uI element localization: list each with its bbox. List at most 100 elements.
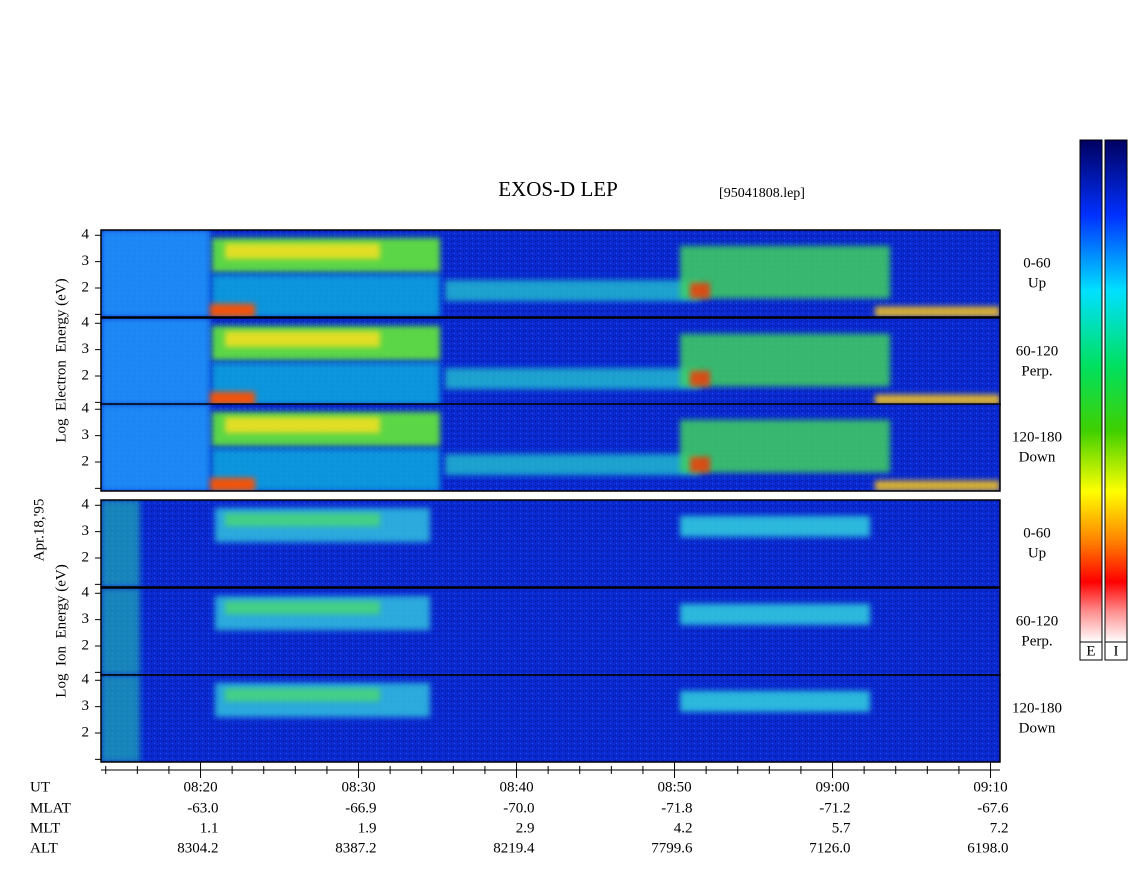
spectral-feature: [210, 477, 255, 491]
features: [101, 588, 870, 675]
x-tick-label: 09:10: [973, 779, 1007, 795]
x-tick-label: 08:30: [341, 779, 375, 795]
file-name: [95041808.lep]: [719, 186, 805, 201]
orbit-label: MLT: [30, 820, 60, 836]
spectral-feature: [445, 280, 700, 302]
y-tick-label: 3: [82, 427, 90, 443]
features: [101, 675, 870, 762]
colorbar-label: I: [1114, 643, 1119, 659]
y-tick-label: 2: [82, 637, 90, 653]
x-tick-label: 08:20: [183, 779, 217, 795]
orbit-value: 2.9: [516, 820, 535, 836]
spectral-feature: [101, 230, 210, 317]
y-tick-label: 3: [82, 523, 90, 539]
spectral-feature: [225, 513, 380, 527]
y-tick-label: 3: [82, 253, 90, 269]
x-tick-label: 08:40: [499, 779, 533, 795]
panel: 2 3 4: [82, 315, 1001, 406]
pitch-direction: Down: [1019, 720, 1056, 736]
y-tick-label: 4: [82, 227, 90, 243]
orbit-value: 8387.2: [335, 840, 376, 856]
pitch-direction: Down: [1019, 449, 1056, 465]
pitch-direction: Up: [1028, 545, 1046, 561]
pitch-range: 60-120: [1016, 343, 1059, 359]
y-tick-label: 3: [82, 341, 90, 357]
spectral-feature: [225, 688, 380, 702]
spectral-feature: [690, 456, 710, 473]
spectral-feature: [225, 601, 380, 615]
chart-title: EXOS-D LEP: [498, 177, 618, 201]
y-tick-label: 4: [82, 315, 90, 331]
spectral-feature: [680, 245, 890, 299]
panel-frame: [100, 499, 1001, 588]
orbit-value: -67.6: [977, 800, 1009, 816]
orbit-value: -66.9: [345, 800, 376, 816]
features: [101, 404, 1000, 491]
spectral-feature: [680, 333, 890, 387]
spectral-feature: [225, 417, 380, 433]
spectral-feature: [210, 303, 255, 317]
spectral-feature: [875, 394, 1000, 405]
spectral-feature: [101, 318, 210, 405]
features: [101, 318, 1000, 405]
orbit-value: -70.0: [503, 800, 534, 816]
date-label: Apr.18,'95: [31, 499, 47, 562]
y-axis-label: Log Electron Energy (eV): [53, 278, 69, 442]
orbit-value: -71.2: [819, 800, 850, 816]
y-tick-label: 4: [82, 401, 90, 417]
pitch-range: 60-120: [1016, 613, 1059, 629]
spectral-feature: [445, 454, 700, 476]
orbit-value: 4.2: [674, 820, 693, 836]
pitch-range: 120-180: [1012, 429, 1062, 445]
spectral-feature: [680, 515, 870, 537]
pitch-direction: Perp.: [1021, 363, 1052, 379]
orbit-label: UT: [30, 779, 50, 795]
y-tick-label: 2: [82, 367, 90, 383]
y-tick-label: 2: [82, 724, 90, 740]
spectral-feature: [101, 500, 140, 587]
x-tick-label: 08:50: [657, 779, 691, 795]
spectral-feature: [680, 690, 870, 712]
spectral-feature: [690, 370, 710, 387]
panel: 2 3 4: [82, 497, 1001, 588]
orbit-value: 1.9: [358, 820, 377, 836]
panel-frame: [100, 674, 1001, 763]
pitch-range: 120-180: [1012, 700, 1062, 716]
pitch-direction: Up: [1028, 275, 1046, 291]
panel-frame: [100, 403, 1001, 492]
y-axis-label: Log Ion Energy (eV): [53, 564, 69, 697]
spectral-feature: [875, 306, 1000, 317]
colorbar-label: E: [1086, 643, 1095, 659]
orbit-value: 7126.0: [809, 840, 850, 856]
y-tick-label: 4: [82, 585, 90, 601]
colorbar: [1079, 139, 1103, 643]
pitch-range: 0-60: [1023, 255, 1051, 271]
pitch-range: 0-60: [1023, 525, 1051, 541]
features: [101, 230, 1000, 317]
spectral-feature: [690, 282, 710, 299]
panel: 2 3 4: [82, 227, 1001, 318]
panel: 2 3 4: [82, 401, 1001, 492]
spectral-feature: [445, 368, 700, 390]
orbit-value: 1.1: [200, 820, 219, 836]
y-tick-label: 2: [82, 279, 90, 295]
y-tick-label: 3: [82, 611, 90, 627]
spectral-feature: [680, 419, 890, 473]
pitch-direction: Perp.: [1021, 633, 1052, 649]
orbit-value: -63.0: [187, 800, 218, 816]
orbit-value: 7.2: [990, 820, 1009, 836]
spectral-feature: [225, 331, 380, 347]
orbit-value: 5.7: [832, 820, 851, 836]
orbit-value: 8219.4: [493, 840, 535, 856]
colorbar-label-box: [1079, 641, 1103, 661]
spectral-feature: [101, 675, 140, 762]
panel-frame: [100, 229, 1001, 318]
x-tick-label: 09:00: [815, 779, 849, 795]
orbit-value: -71.8: [661, 800, 692, 816]
features: [101, 500, 870, 587]
colorbar-label-box: [1104, 641, 1128, 661]
orbit-label: ALT: [30, 840, 58, 856]
spectral-feature: [680, 603, 870, 625]
y-tick-label: 2: [82, 549, 90, 565]
